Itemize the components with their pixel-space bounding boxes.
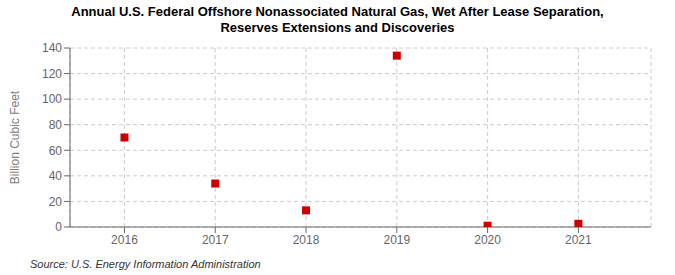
svg-text:100: 100 — [42, 92, 62, 106]
svg-text:2020: 2020 — [474, 233, 501, 247]
html-text:Annual U.S. Federal Offshore N: Annual U.S. Federal Offshore Nonassociat… — [71, 4, 604, 19]
svg-text:0: 0 — [55, 220, 62, 234]
svg-text:120: 120 — [42, 67, 62, 81]
svg-text:60: 60 — [49, 144, 63, 158]
svg-text:140: 140 — [42, 41, 62, 55]
html-text:Reserves Extensions and Discov: Reserves Extensions and Discoveries — [220, 20, 455, 35]
svg-text:20: 20 — [49, 195, 63, 209]
svg-text:40: 40 — [49, 169, 63, 183]
svg-text:2018: 2018 — [293, 233, 320, 247]
svg-text:2017: 2017 — [202, 233, 229, 247]
svg-text:Billion Cubic Feet: Billion Cubic Feet — [8, 90, 22, 184]
html-text:Source: U.S. Energy Informatio: Source: U.S. Energy Information Administ… — [30, 258, 261, 270]
svg-text:2021: 2021 — [565, 233, 592, 247]
svg-text:2019: 2019 — [383, 233, 410, 247]
svg-text:80: 80 — [49, 118, 63, 132]
svg-text:2016: 2016 — [111, 233, 138, 247]
